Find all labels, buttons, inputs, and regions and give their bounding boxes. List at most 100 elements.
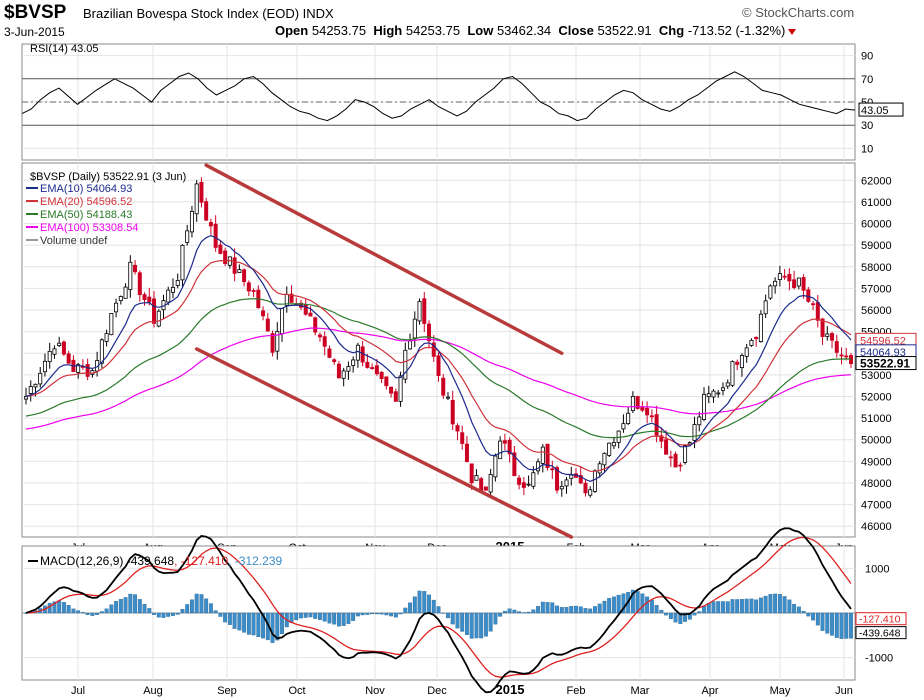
legend-entry: EMA(10) 54064.93 bbox=[40, 183, 132, 195]
macd-x-label: May bbox=[770, 685, 791, 697]
macd-histogram-bar bbox=[735, 599, 740, 614]
macd-histogram-bar bbox=[71, 608, 76, 614]
brand-logo[interactable]: © StockCharts.com bbox=[742, 5, 855, 20]
macd-histogram-bar bbox=[152, 612, 156, 615]
candle-body bbox=[578, 475, 583, 484]
macd-histogram-bar bbox=[128, 593, 133, 614]
macd-histogram-bar bbox=[536, 606, 541, 614]
candle-body bbox=[365, 361, 370, 368]
macd-histogram-bar bbox=[213, 610, 218, 614]
macd-histogram-bar bbox=[417, 590, 422, 614]
macd-histogram-bar bbox=[773, 593, 778, 614]
candle-body bbox=[716, 392, 721, 395]
legend-entry: EMA(20) 54596.52 bbox=[40, 196, 132, 208]
macd-histogram-bar bbox=[208, 603, 213, 614]
macd-legend-entry: , -127.410 bbox=[174, 554, 228, 568]
candle-body bbox=[346, 366, 351, 372]
candle-body bbox=[763, 300, 768, 315]
macd-histogram-bar bbox=[346, 612, 351, 624]
candle-body bbox=[683, 445, 688, 463]
candle-body bbox=[839, 354, 844, 357]
macd-histogram-bar bbox=[659, 609, 664, 614]
macd-histogram-bar bbox=[370, 612, 375, 615]
candle-body bbox=[512, 452, 517, 477]
macd-histogram-bar bbox=[275, 612, 280, 641]
macd-histogram-bar bbox=[555, 605, 559, 614]
macd-histogram-bar bbox=[90, 612, 95, 616]
candle-body bbox=[332, 359, 337, 363]
macd-histogram-bar bbox=[792, 604, 797, 614]
ohlc-row: Open 54253.75 High 54253.75 Low 53462.34… bbox=[275, 23, 797, 38]
price-tick-label: 56000 bbox=[861, 305, 892, 317]
macd-histogram-bar bbox=[189, 599, 194, 614]
candle-body bbox=[597, 463, 602, 474]
macd-histogram-bar bbox=[80, 612, 85, 614]
candle-body bbox=[706, 393, 711, 398]
candle-body bbox=[57, 342, 62, 347]
rsi-line bbox=[21, 71, 856, 122]
candle-body bbox=[659, 435, 664, 442]
candle-body bbox=[99, 339, 104, 364]
candle-body bbox=[782, 275, 787, 278]
open-label: Open bbox=[275, 23, 309, 38]
rsi-tick-label: 10 bbox=[861, 143, 873, 155]
candle-body bbox=[317, 334, 322, 338]
candle-body bbox=[265, 318, 270, 332]
price-tick-label: 49000 bbox=[861, 456, 892, 468]
candle-body bbox=[308, 312, 313, 317]
rsi-value-box bbox=[858, 102, 904, 117]
candle-body bbox=[142, 294, 147, 301]
candle-body bbox=[33, 383, 38, 388]
macd-histogram-bar bbox=[721, 601, 725, 614]
candle-body bbox=[844, 355, 849, 358]
candle-body bbox=[792, 279, 797, 289]
candle-body bbox=[242, 269, 247, 283]
price-title: $BVSP (Daily) 53522.91 (3 Jun) bbox=[30, 171, 186, 183]
macd-histogram-bar bbox=[730, 599, 735, 614]
close-value: 53522.91 bbox=[597, 23, 652, 38]
candle-body bbox=[758, 313, 763, 342]
macd-legend-text: MACD(12,26,9) -439.648, -127.410, -312.2… bbox=[40, 554, 282, 568]
candle-body bbox=[464, 443, 469, 462]
candle-body bbox=[502, 440, 507, 444]
candle-body bbox=[28, 386, 33, 394]
macd-histogram-bar bbox=[403, 607, 408, 614]
macd-histogram-bar bbox=[844, 612, 849, 639]
macd-histogram-bar bbox=[559, 607, 564, 614]
macd-histogram-bar bbox=[820, 612, 825, 631]
candle-body bbox=[668, 456, 673, 459]
candle-body bbox=[720, 387, 725, 391]
macd-histogram-bar bbox=[171, 612, 175, 616]
candle-body bbox=[166, 289, 171, 303]
macd-histogram-bar bbox=[716, 601, 721, 614]
macd-histogram-bar bbox=[474, 612, 479, 639]
candle-body bbox=[76, 364, 81, 373]
macd-histogram-bar bbox=[313, 612, 318, 619]
candle-body bbox=[123, 286, 128, 299]
price-label-box bbox=[855, 356, 917, 371]
macd-value-box bbox=[855, 612, 907, 626]
candle-body bbox=[23, 396, 28, 400]
macd-histogram-bar bbox=[725, 601, 730, 614]
candle-body bbox=[118, 296, 123, 301]
macd-histogram-bar bbox=[294, 612, 299, 621]
macd-histogram-bar bbox=[597, 603, 602, 614]
candle-body bbox=[735, 361, 740, 365]
macd-histogram-bar bbox=[593, 606, 597, 614]
price-tick-label: 51000 bbox=[861, 413, 892, 425]
trendline-upper bbox=[204, 163, 564, 355]
price-tick-label: 53000 bbox=[861, 370, 892, 382]
macd-histogram-bar bbox=[47, 602, 52, 614]
candle-body bbox=[393, 391, 398, 402]
macd-histogram-bar bbox=[242, 612, 247, 633]
macd-legend-entry: MACD(12,26,9) -439.648 bbox=[40, 554, 174, 568]
macd-histogram-bar bbox=[327, 612, 332, 624]
rsi-value-label: 43.05 bbox=[861, 105, 889, 117]
high-value: 54253.75 bbox=[405, 23, 461, 38]
macd-histogram-bar bbox=[251, 612, 256, 636]
candle-body bbox=[754, 336, 759, 340]
macd-histogram-bar bbox=[630, 589, 635, 614]
macd-histogram-bar bbox=[811, 612, 816, 621]
down-arrow-icon bbox=[788, 28, 797, 35]
legend-entry: Volume undef bbox=[40, 235, 108, 247]
